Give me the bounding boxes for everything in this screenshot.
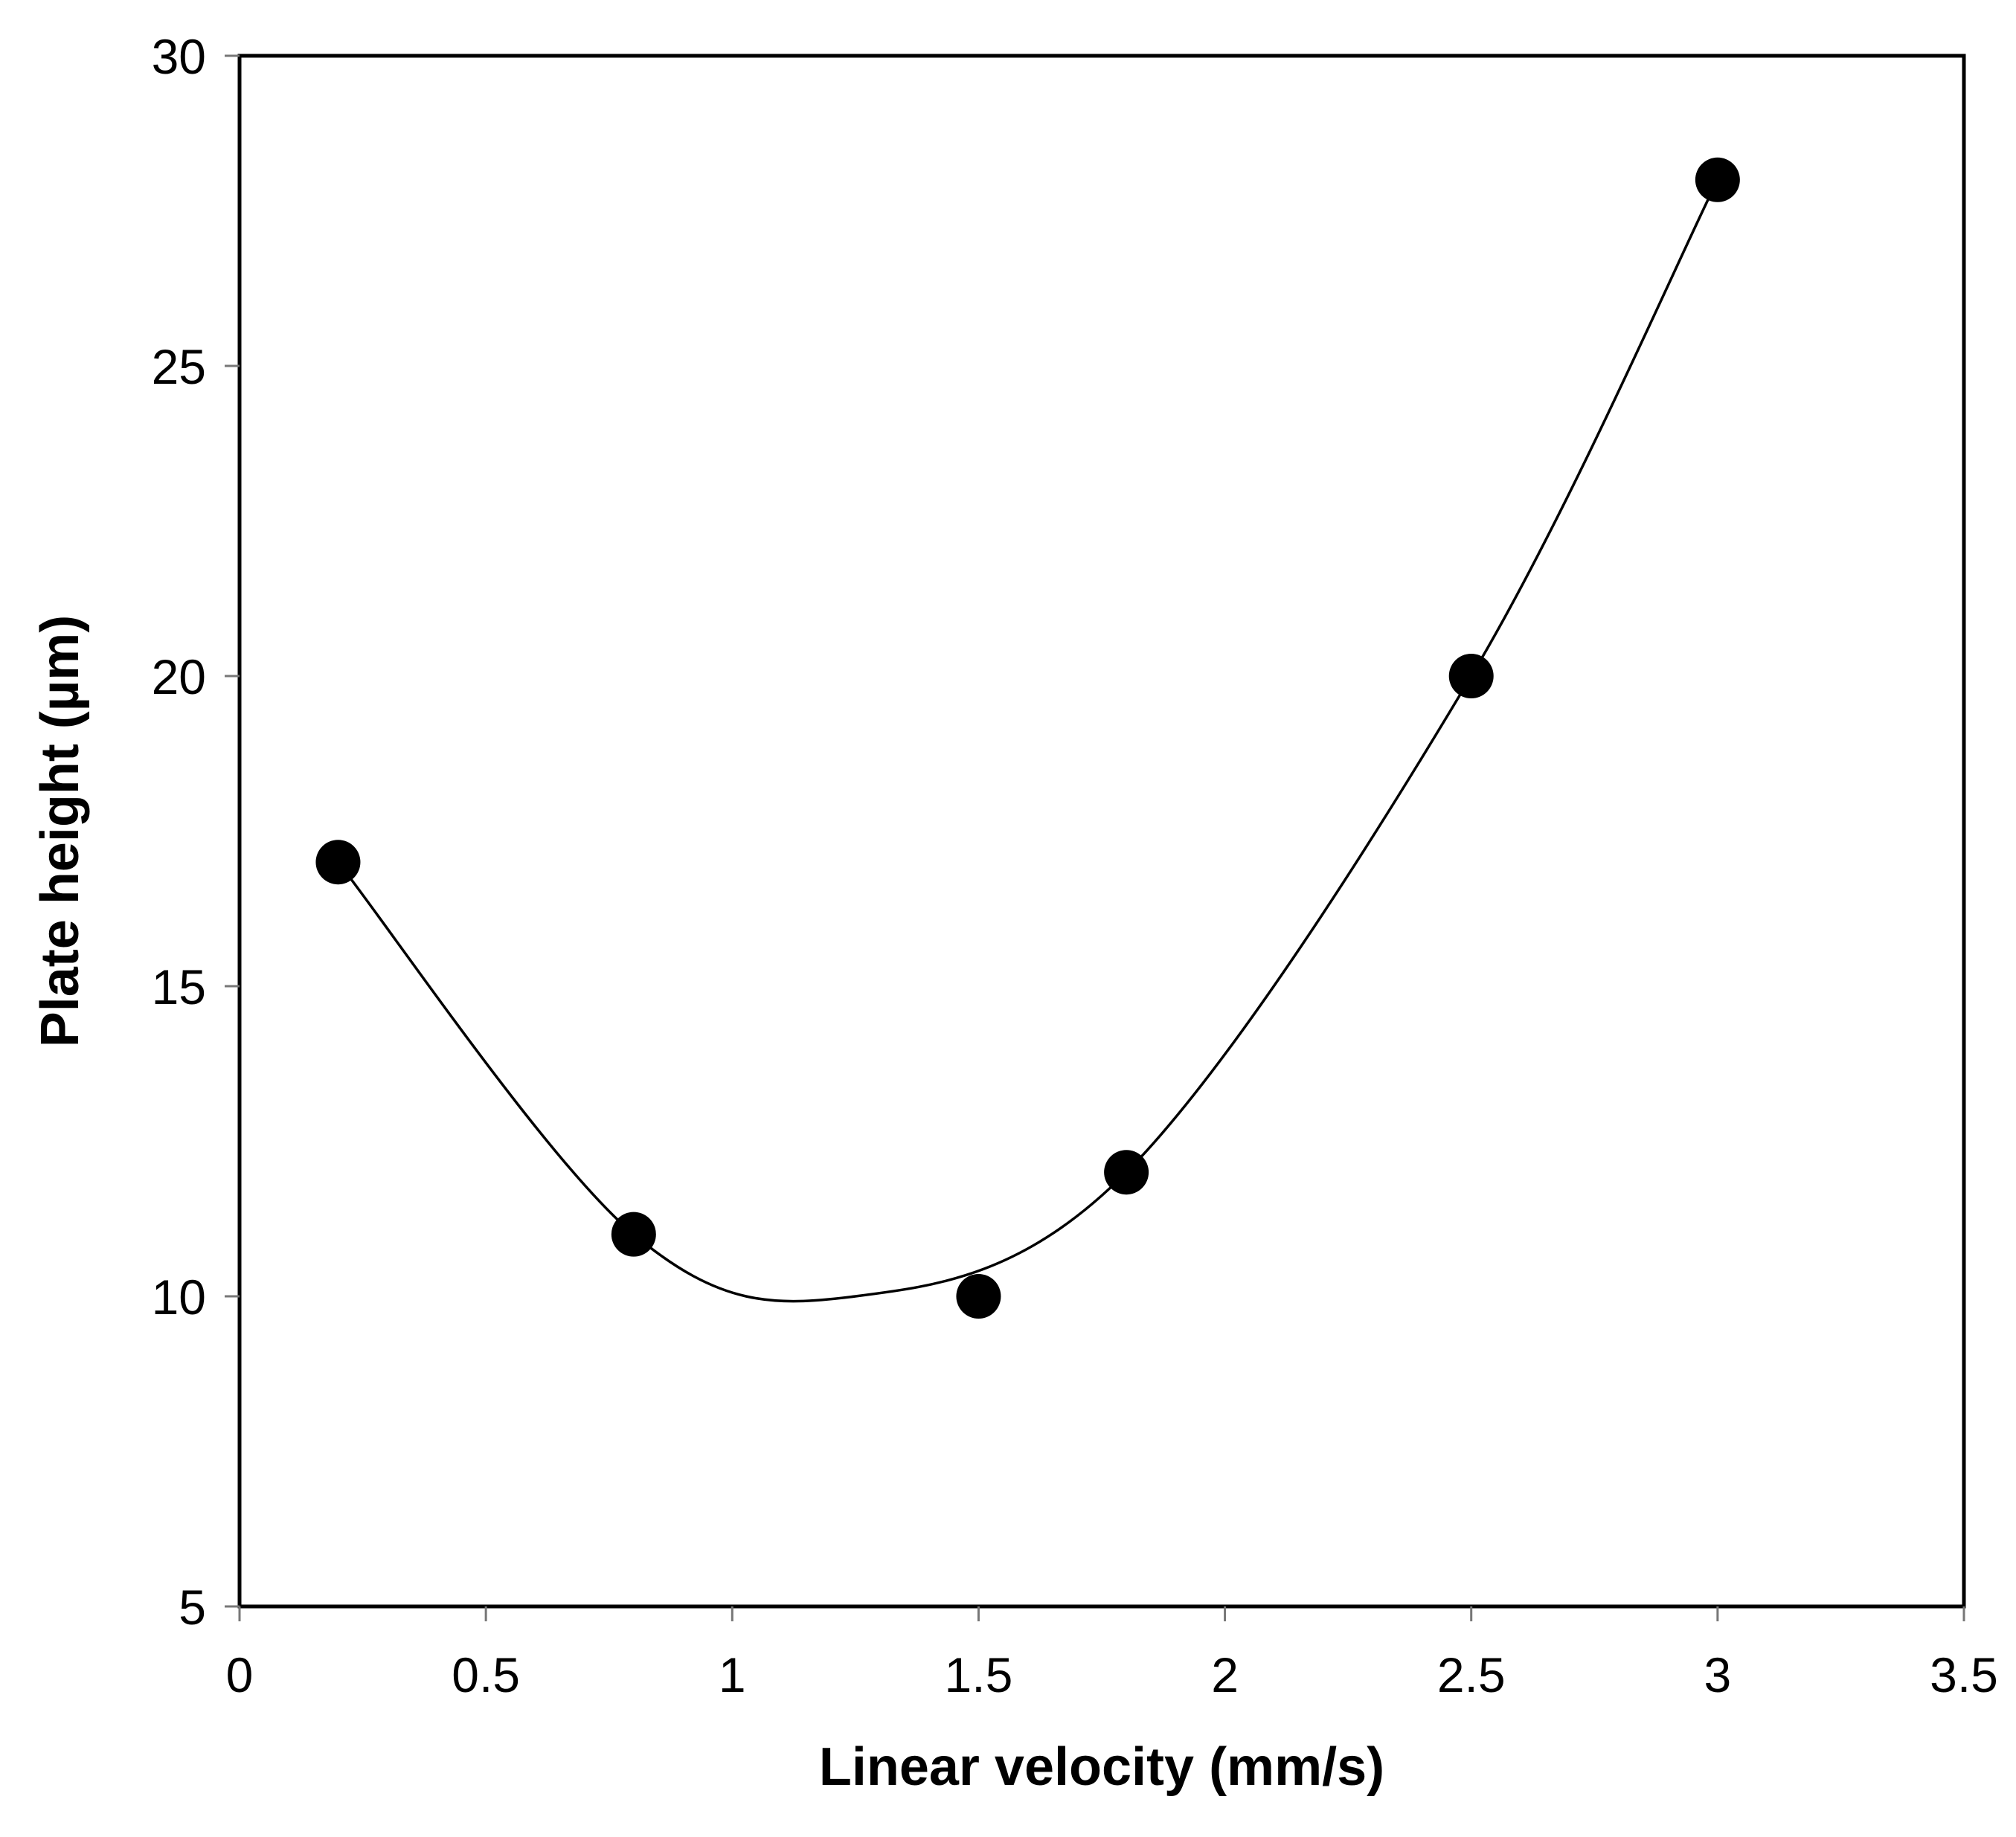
x-tick-label: 3 — [1704, 1647, 1731, 1702]
data-point — [315, 840, 361, 885]
data-point — [1104, 1150, 1149, 1195]
x-tick-label: 0 — [226, 1647, 254, 1702]
y-tick-label: 20 — [152, 649, 206, 704]
data-point — [1695, 157, 1740, 202]
y-tick-label: 15 — [152, 959, 206, 1014]
fit-curve-group — [337, 179, 1719, 1303]
x-tick-label: 3.5 — [1930, 1647, 1998, 1702]
plot-area-border — [237, 54, 1966, 1609]
x-axis-ticks: 0 0.5 1 1.5 2 2.5 3 3.5 — [226, 1606, 1998, 1702]
y-tick-label: 10 — [152, 1270, 206, 1325]
x-tick-label: 2 — [1211, 1647, 1239, 1702]
data-point — [956, 1274, 1001, 1319]
plot-frame — [237, 54, 1966, 1609]
y-axis-ticks: 5 10 15 20 25 30 — [152, 29, 240, 1635]
fit-curve — [337, 179, 1719, 1303]
x-tick-label: 0.5 — [452, 1647, 520, 1702]
x-tick-label: 1 — [719, 1647, 746, 1702]
x-axis-title: Linear velocity (mm/s) — [819, 1737, 1384, 1797]
data-point — [1448, 654, 1494, 698]
data-point — [611, 1212, 656, 1257]
y-axis-title: Plate height (µm) — [31, 615, 90, 1048]
x-tick-label: 2.5 — [1437, 1647, 1506, 1702]
y-tick-label: 5 — [179, 1580, 206, 1635]
data-points — [315, 157, 1740, 1319]
y-tick-label: 30 — [152, 29, 206, 84]
y-tick-label: 25 — [152, 339, 206, 394]
x-tick-label: 1.5 — [945, 1647, 1013, 1702]
